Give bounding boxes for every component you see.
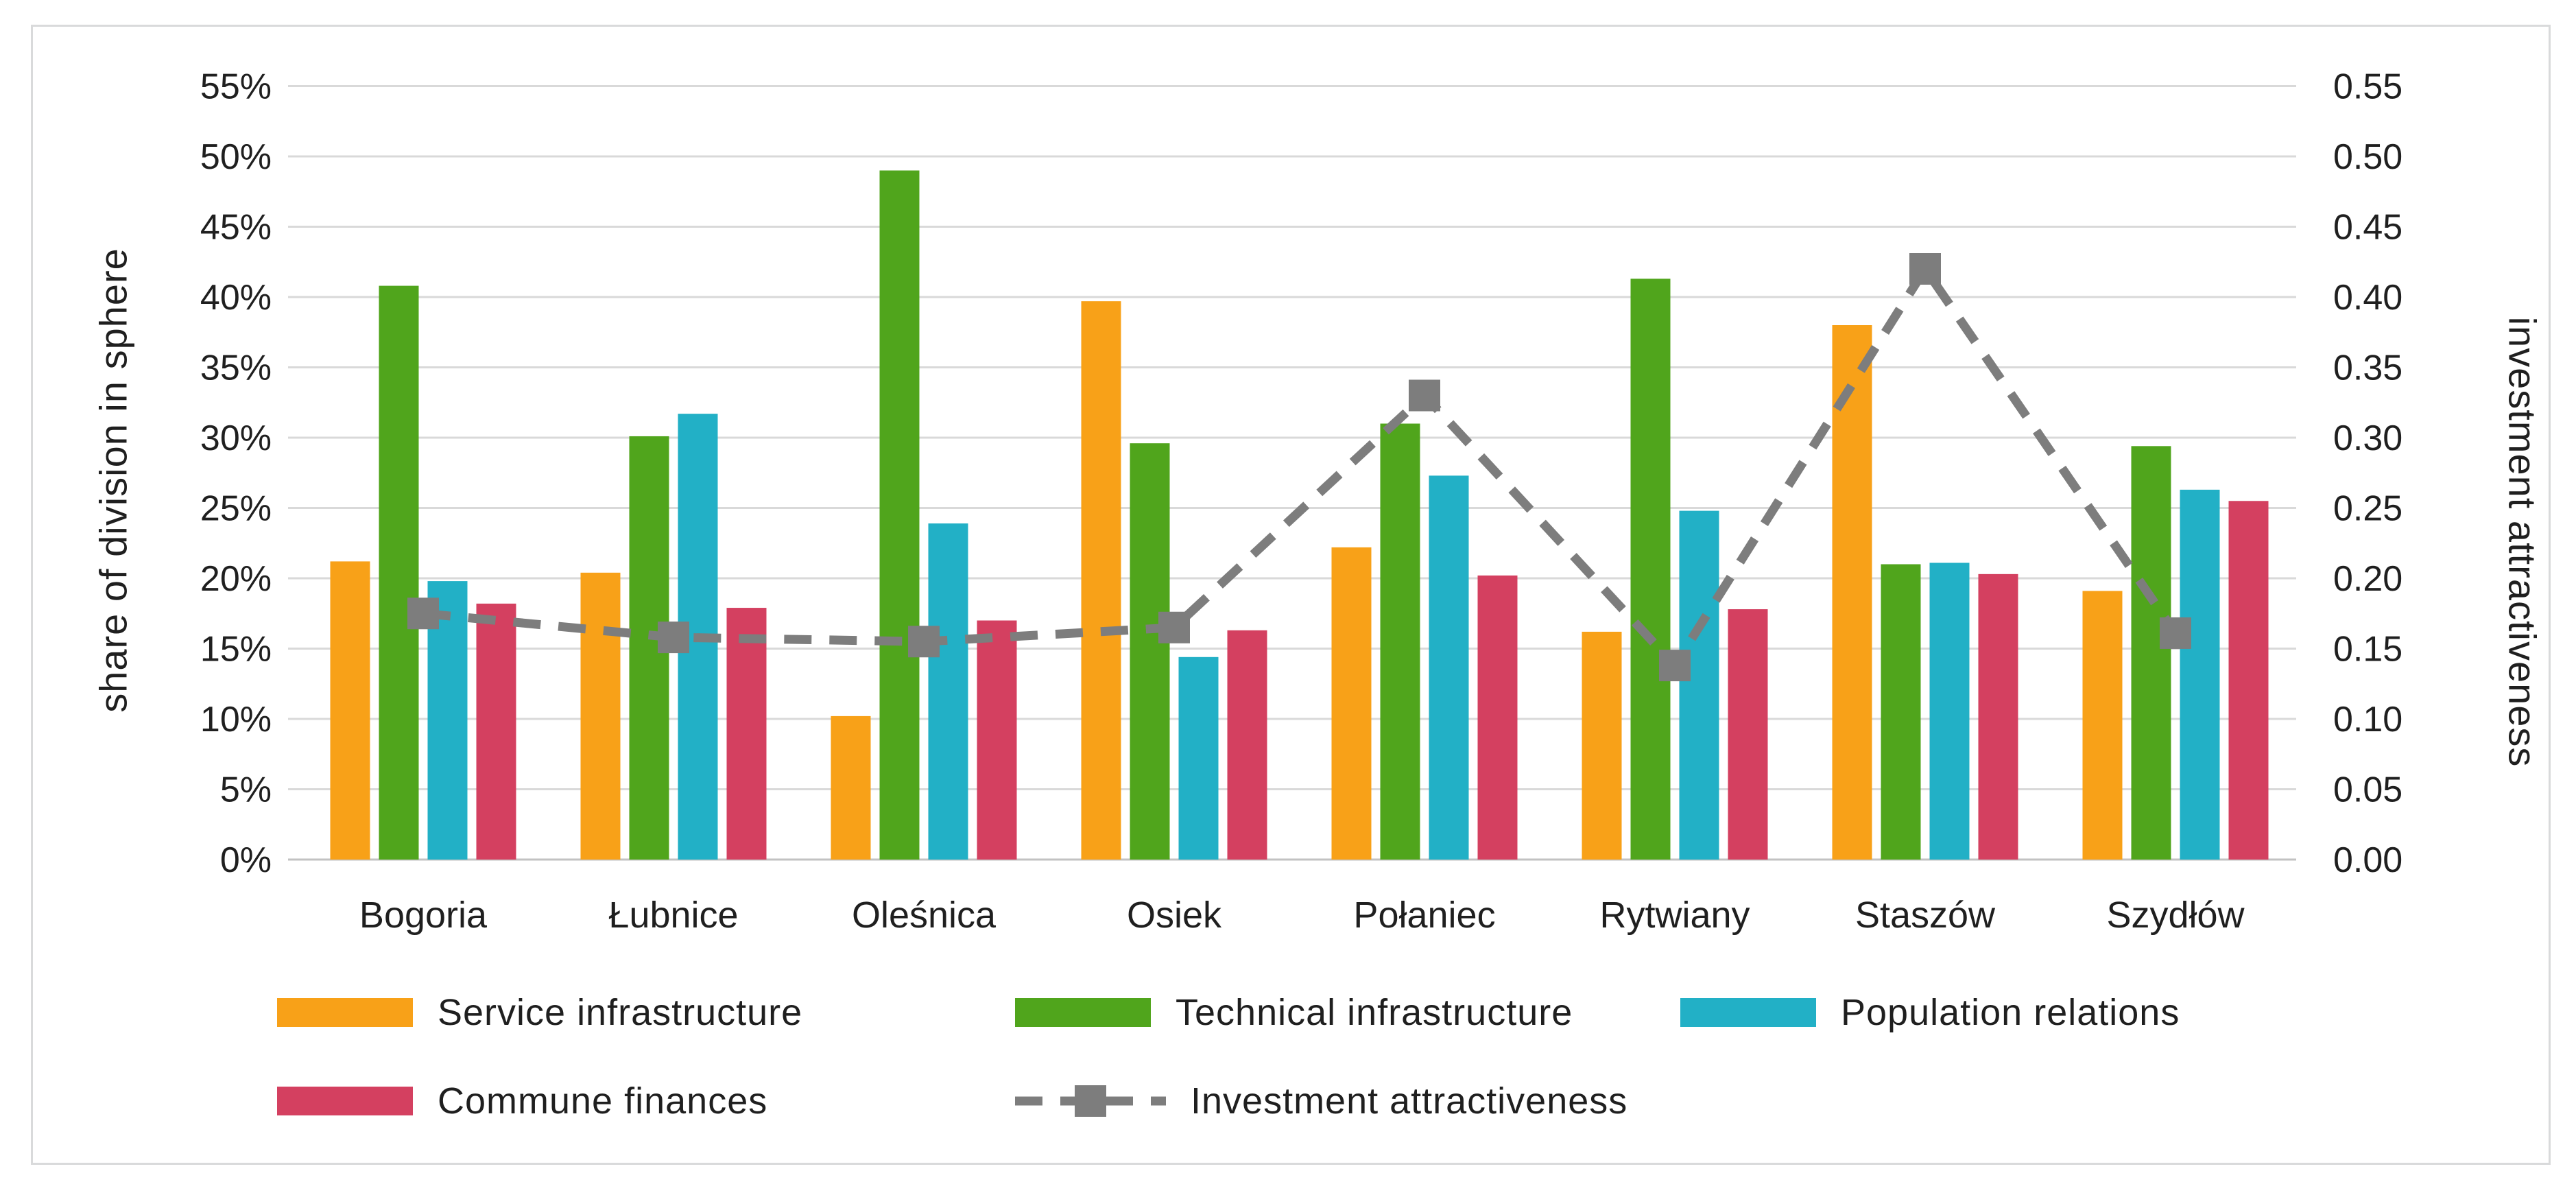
legend-item-service-infrastructure: Service infrastructure [277, 992, 802, 1033]
legend-label-population-relations: Population relations [1841, 992, 2180, 1033]
legend-swatch-population-relations [1680, 998, 1816, 1027]
left-axis-tick-label: 20% [200, 559, 272, 599]
left-axis-tick-label: 30% [200, 418, 272, 458]
legend-item-commune-finances: Commune finances [277, 1080, 767, 1122]
bar [1679, 510, 1719, 860]
bar [2082, 591, 2123, 860]
legend-label-technical-infrastructure: Technical infrastructure [1176, 992, 1573, 1033]
bar [1582, 631, 1622, 860]
right-axis-tick-label: 0.35 [2333, 348, 2402, 388]
bar [1728, 609, 1768, 860]
legend-swatch-service-infrastructure [277, 998, 413, 1027]
category-label: Połaniec [1353, 895, 1495, 936]
bar [2131, 446, 2171, 860]
bar [1380, 423, 1420, 860]
left-axis-tick-label: 0% [220, 840, 272, 880]
left-axis-tick-label: 50% [200, 137, 272, 177]
right-axis-tick-label: 0.05 [2333, 770, 2402, 810]
right-axis-tick-label: 0.00 [2333, 840, 2402, 880]
right-axis-tick-label: 0.45 [2333, 208, 2402, 248]
bar [879, 170, 920, 860]
line-marker [1909, 253, 1941, 285]
legend-item-investment-attractiveness: Investment attractiveness [1015, 1080, 1627, 1122]
bar [1881, 564, 1921, 860]
bar [1832, 325, 1872, 860]
legend-item-population-relations: Population relations [1680, 992, 2180, 1033]
left-axis-tick-label: 40% [200, 278, 272, 318]
bar [2180, 489, 2220, 860]
bar [1978, 573, 2018, 860]
bar [1178, 656, 1219, 860]
bar [1429, 475, 1469, 860]
left-axis-title: share of division in sphere [91, 248, 135, 713]
legend-label-service-infrastructure: Service infrastructure [438, 992, 803, 1033]
bar [1331, 547, 1372, 860]
line-marker [1659, 650, 1691, 682]
legend-label-commune-finances: Commune finances [438, 1080, 768, 1122]
line-marker [1409, 379, 1440, 412]
left-axis-tick-label: 10% [200, 700, 272, 740]
bar [1227, 630, 1267, 860]
legend-label-investment-attractiveness: Investment attractiveness [1191, 1080, 1628, 1122]
investment-attractiveness-line [422, 261, 2180, 673]
bar [928, 523, 968, 860]
line-marker [2160, 617, 2191, 649]
bar [476, 603, 516, 860]
category-label: Bogoria [359, 895, 488, 936]
right-axis-tick-label: 0.20 [2333, 559, 2402, 599]
category-label: Staszów [1855, 895, 1996, 936]
right-axis-tick-label: 0.40 [2333, 278, 2402, 318]
left-axis-tick-label: 55% [200, 67, 272, 107]
bar [831, 715, 871, 860]
right-axis-tick-label: 0.55 [2333, 67, 2402, 107]
bar [1630, 279, 1671, 860]
category-label: Osiek [1127, 895, 1222, 936]
left-axis-tick-label: 35% [200, 348, 272, 388]
category-label: Oleśnica [852, 895, 997, 936]
left-axis-tick-label: 5% [220, 770, 272, 810]
right-axis-tick-label: 0.15 [2333, 630, 2402, 670]
left-axis-tick-label: 25% [200, 489, 272, 529]
line-marker [407, 598, 439, 630]
dashed-line-marker-sample [1015, 1085, 1166, 1117]
bar [1081, 301, 1121, 860]
legend-swatch-technical-infrastructure [1015, 998, 1151, 1027]
bar [330, 561, 370, 860]
bar [580, 572, 621, 860]
category-label: Rytwiany [1599, 895, 1750, 936]
left-axis-tick-label: 15% [200, 630, 272, 670]
line-marker [658, 622, 689, 654]
legend-item-technical-infrastructure: Technical infrastructure [1015, 992, 1573, 1033]
category-label: Szydłów [2106, 895, 2245, 936]
right-axis-tick-label: 0.10 [2333, 700, 2402, 740]
bar [1929, 563, 1970, 860]
right-axis-tick-label: 0.50 [2333, 137, 2402, 177]
right-axis-tick-label: 0.30 [2333, 418, 2402, 458]
line-marker [908, 626, 940, 658]
bar [1130, 443, 1170, 860]
line-marker [1158, 611, 1190, 643]
category-label: Łubnice [608, 895, 738, 936]
bar [379, 285, 419, 860]
bar [977, 620, 1017, 860]
right-axis-tick-label: 0.25 [2333, 489, 2402, 529]
right-axis-title: investment attractiveness [2501, 316, 2544, 768]
bar [1477, 575, 1518, 860]
bar [726, 608, 767, 860]
left-axis-tick-label: 45% [200, 208, 272, 248]
legend-swatch-commune-finances [277, 1087, 413, 1115]
bar [2228, 501, 2269, 860]
